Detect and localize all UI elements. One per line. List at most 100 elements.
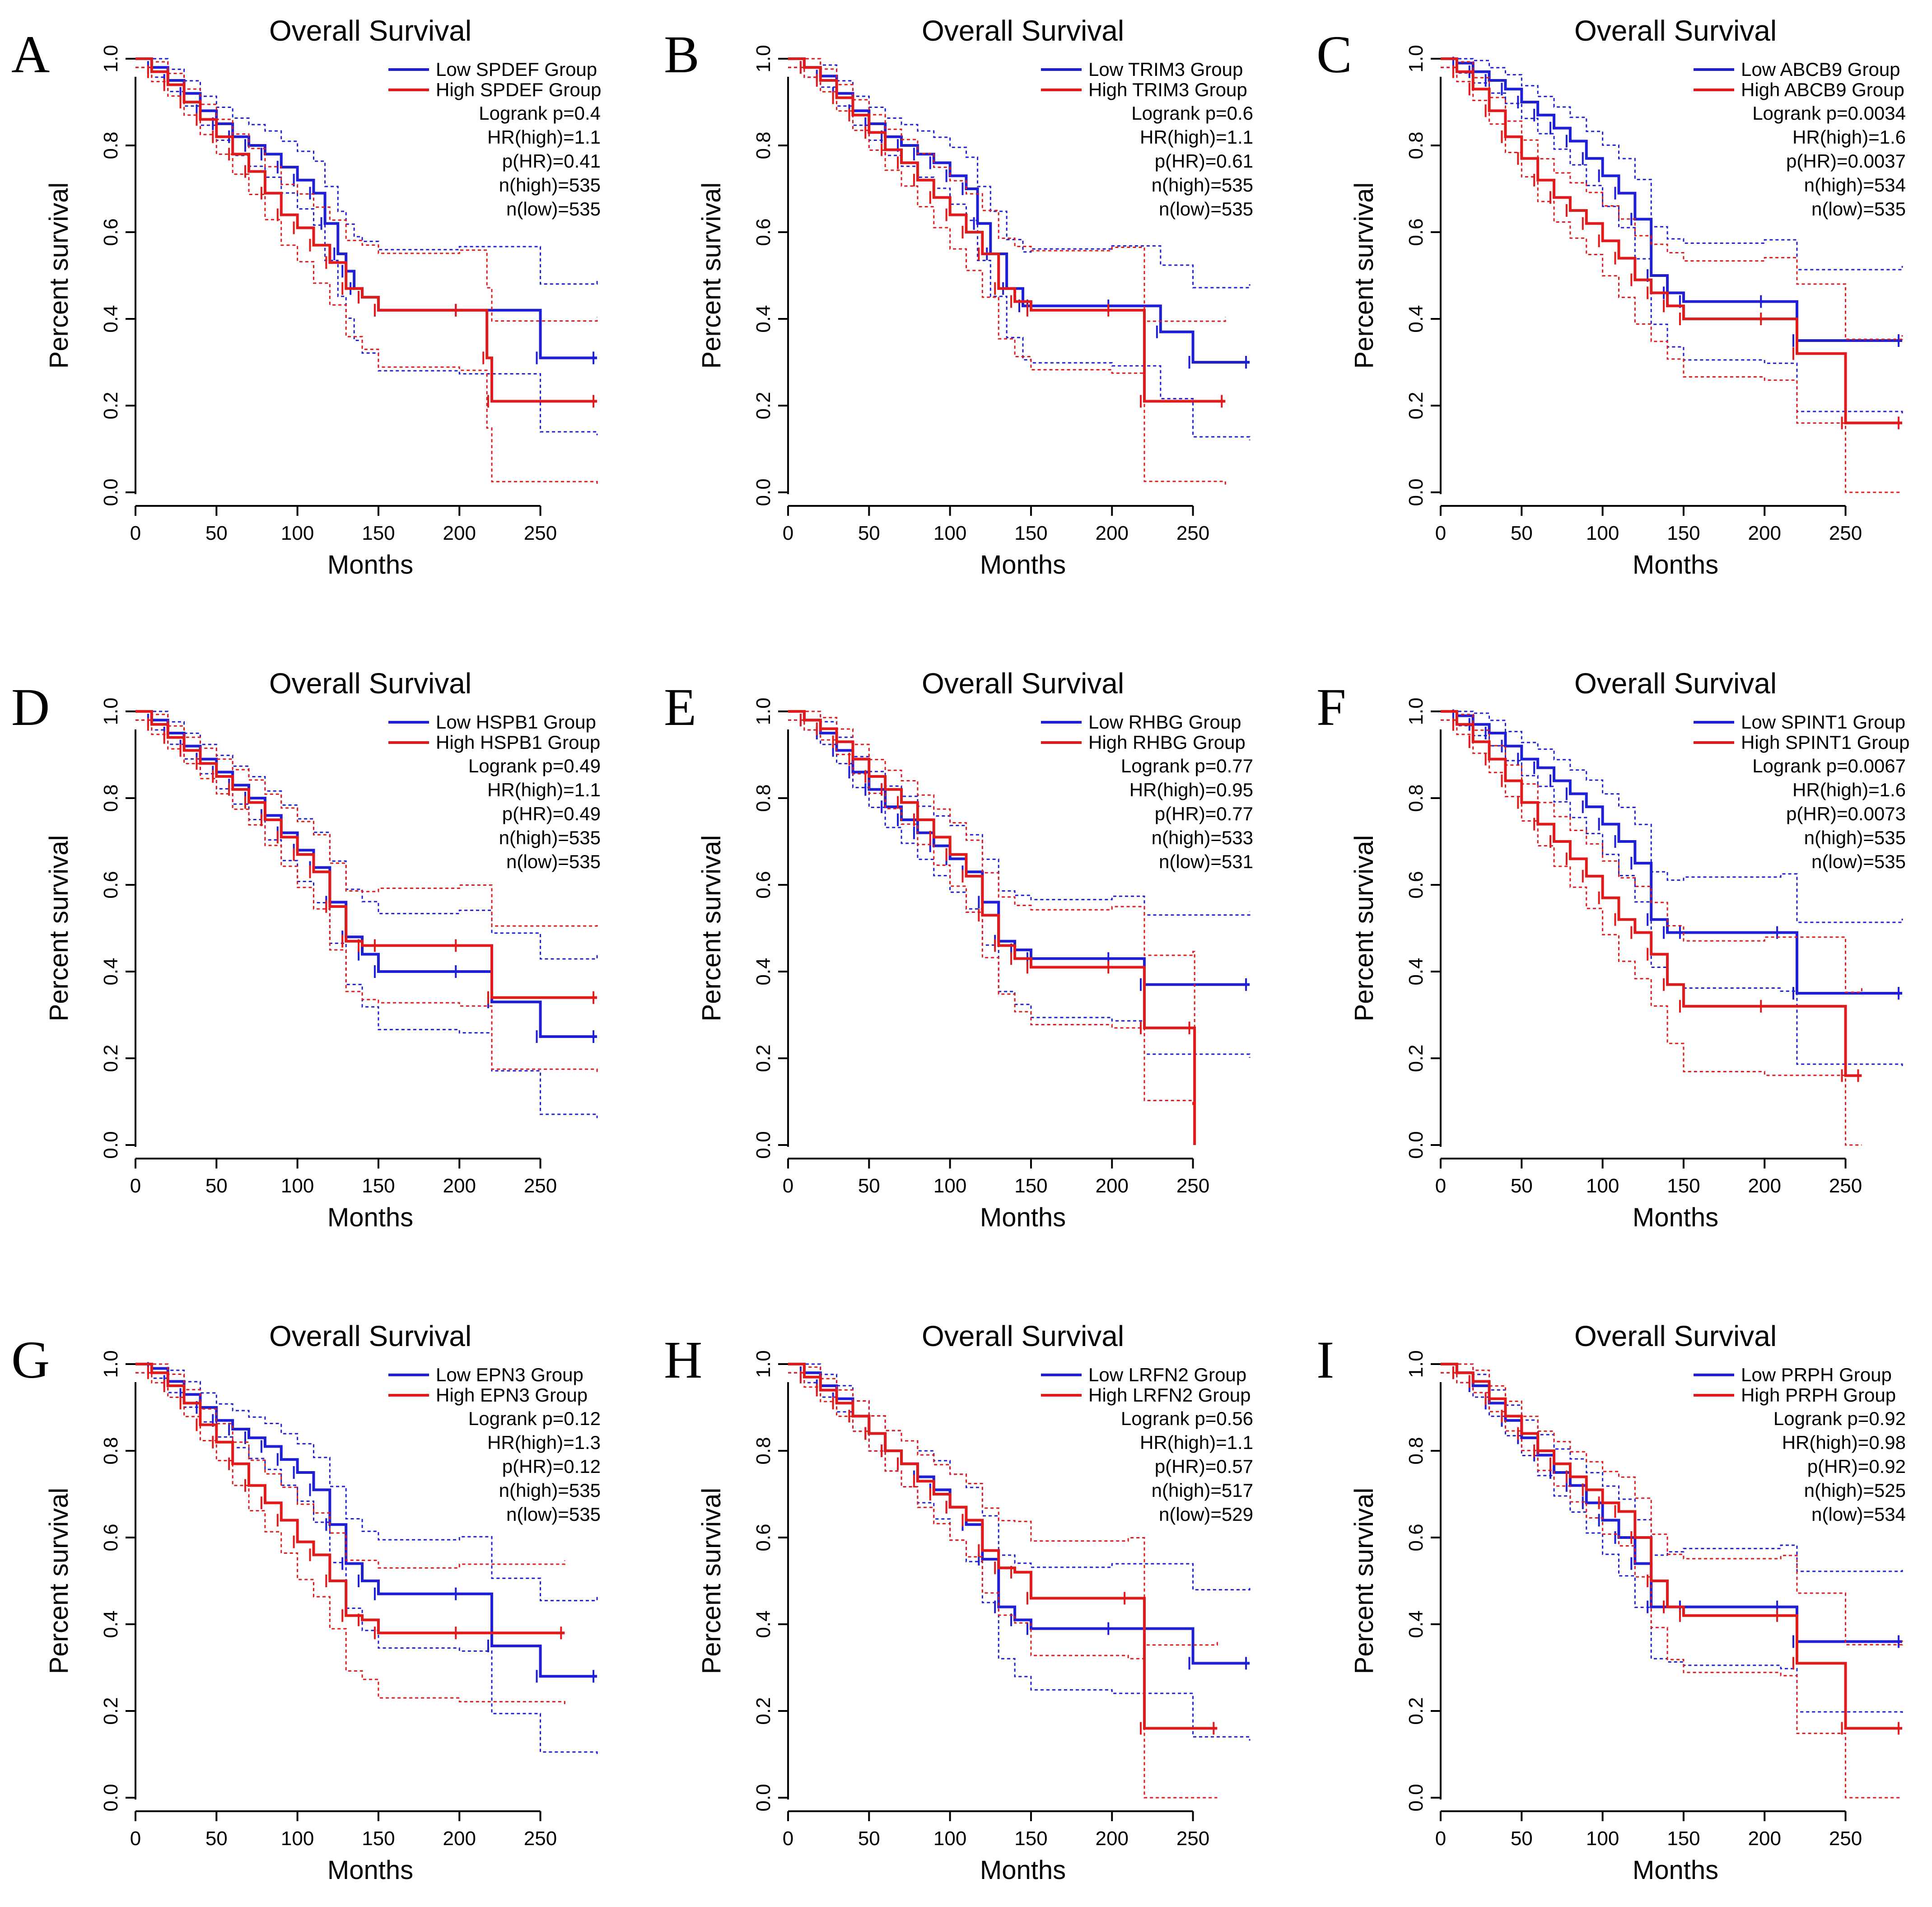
km-panel-h: H Overall Survival 0.0 0.2 0.4 0.6 0.8 1.0 0 50 10… [664,1320,1253,1885]
stat-line: p(HR)=0.0073 [1786,803,1906,824]
y-tick-label: 1.0 [100,1350,122,1378]
x-tick-label: 150 [1667,522,1700,544]
y-tick-label: 0.6 [752,871,775,898]
x-tick-label: 0 [130,1175,141,1197]
legend-label-low: Low HSPB1 Group [436,711,596,733]
y-tick-label: 0.0 [752,1131,775,1159]
stat-line: n(low)=531 [1159,851,1253,872]
y-tick-label: 0.2 [752,392,775,419]
y-tick-label: 0.2 [100,392,122,419]
stat-line: Logrank p=0.6 [1131,103,1253,124]
ci-upper-line [788,710,1251,916]
x-tick-label: 50 [858,1828,880,1850]
x-tick-label: 250 [1176,1175,1209,1197]
stat-line: HR(high)=1.1 [1140,1432,1253,1453]
x-tick-label: 200 [1748,522,1781,544]
y-tick-label: 0.0 [1405,1131,1427,1159]
stat-line: Logrank p=0.49 [468,755,601,776]
survival-line-high [788,57,1226,403]
stat-line: Logrank p=0.0034 [1752,103,1906,124]
legend-label-high: High TRIM3 Group [1088,79,1247,100]
x-tick-label: 0 [1435,1828,1446,1850]
x-tick-label: 200 [1096,1175,1129,1197]
stat-line: n(low)=535 [1811,198,1906,220]
panel-letter: G [11,1330,50,1389]
x-tick-label: 100 [933,1828,966,1850]
x-tick-label: 250 [524,1828,557,1850]
legend-label-high: High SPINT1 Group [1741,732,1910,753]
y-tick-label: 0.6 [100,218,122,246]
x-axis-label: Months [1633,550,1718,580]
x-tick-label: 100 [281,1828,314,1850]
ci-lower-line [135,719,598,1118]
ci-upper-line [788,1363,1218,1646]
km-panel-i: I Overall Survival 0.0 0.2 0.4 0.6 0.8 1.0 0 50 10… [1316,1320,1906,1885]
y-tick-label: 0.8 [1405,131,1427,159]
legend-label-high: High SPDEF Group [436,79,601,100]
x-axis-label: Months [1633,1856,1718,1885]
x-tick-label: 150 [1014,522,1047,544]
ci-lower-line [135,66,598,486]
km-panel-c: C Overall Survival 0.0 0.2 0.4 0.6 0.8 1.0 0 50 10… [1316,14,1906,580]
ci-lower-line [135,1372,598,1756]
y-tick-label: 0.0 [1405,478,1427,506]
stat-line: HR(high)=1.6 [1792,126,1906,148]
y-tick-label: 0.6 [1405,871,1427,898]
ci-upper-line [1441,710,1903,923]
stat-line: n(high)=534 [1804,174,1906,196]
stat-line: p(HR)=0.77 [1155,803,1253,824]
x-tick-label: 250 [1176,522,1209,544]
panel-title: Overall Survival [1574,667,1777,700]
legend-label-low: Low LRFN2 Group [1088,1364,1246,1385]
y-tick-label: 0.6 [752,218,775,246]
stat-line: HR(high)=0.95 [1129,779,1253,800]
y-tick-label: 0.8 [100,784,122,812]
x-axis-label: Months [327,1203,413,1232]
legend-label-low: Low ABCB9 Group [1741,59,1900,80]
y-tick-label: 0.4 [100,1610,122,1638]
stat-line: p(HR)=0.12 [502,1456,601,1477]
stat-line: n(low)=529 [1159,1504,1253,1525]
x-axis-label: Months [327,1856,413,1885]
y-tick-label: 0.2 [752,1697,775,1725]
x-tick-label: 100 [281,522,314,544]
survival-line-high [135,57,597,403]
y-tick-label: 0.2 [100,1044,122,1072]
y-tick-label: 0.0 [100,1131,122,1159]
panel-title: Overall Survival [922,14,1124,47]
ci-lower-line [788,66,1226,486]
x-axis-label: Months [980,550,1066,580]
panel-title: Overall Survival [269,1320,471,1352]
y-tick-label: 0.8 [752,1437,775,1464]
legend-label-high: High EPN3 Group [436,1384,588,1406]
stat-line: Logrank p=0.12 [468,1408,601,1429]
survival-line-high [1441,1363,1903,1730]
ci-lower-line [135,719,598,1073]
ci-lower-line [788,719,1195,1145]
stat-line: n(high)=535 [1804,827,1906,848]
y-tick-label: 0.0 [752,478,775,506]
panel-letter: H [664,1330,702,1389]
panel-title: Overall Survival [269,14,471,47]
legend-label-high: High HSPB1 Group [436,732,600,753]
ci-lower-line [788,1372,1251,1741]
y-tick-label: 1.0 [752,697,775,725]
x-axis-label: Months [327,550,413,580]
y-tick-label: 0.4 [100,305,122,332]
panel-letter: E [664,678,696,737]
stat-line: p(HR)=0.57 [1155,1456,1253,1477]
x-tick-label: 250 [524,522,557,544]
ci-upper-line [1441,1363,1903,1645]
y-tick-label: 0.2 [752,1044,775,1072]
x-tick-label: 100 [1586,522,1619,544]
stat-line: n(low)=535 [1159,198,1253,220]
y-tick-label: 0.8 [752,784,775,812]
stat-line: n(high)=535 [499,827,601,848]
ci-lower-line [788,1372,1218,1799]
survival-line-high [1441,57,1903,425]
y-tick-label: 0.6 [100,1524,122,1551]
panel-letter: D [11,678,50,737]
y-tick-label: 0.2 [1405,1697,1427,1725]
y-tick-label: 0.6 [1405,1524,1427,1551]
